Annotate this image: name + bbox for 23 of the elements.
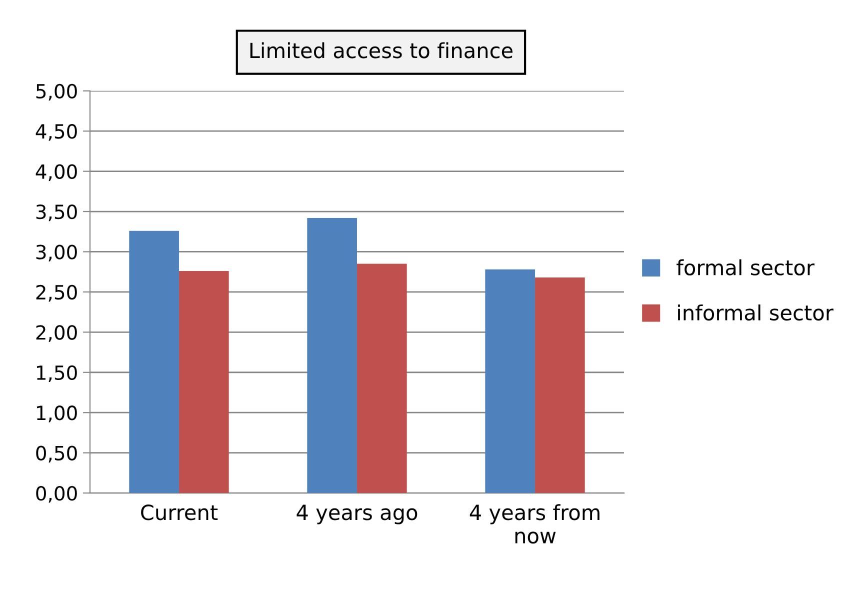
x-tick-label: Current	[141, 504, 218, 520]
y-tick-label: 3,00	[36, 244, 77, 262]
y-tick-label: 3,50	[36, 204, 77, 222]
bar	[357, 264, 407, 494]
chart-title: Limited access to finance	[250, 42, 512, 58]
y-tick-label: 4,00	[36, 164, 77, 181]
legend-label: informal sector	[678, 304, 834, 321]
y-tick-label: 2,50	[36, 284, 77, 302]
y-tick-label: 1,50	[37, 365, 77, 382]
bar	[178, 271, 229, 494]
bar	[535, 277, 585, 494]
bar	[129, 230, 179, 494]
x-tick-label: 4 years from now	[470, 504, 600, 544]
y-tick-label: 5,00	[36, 84, 77, 101]
y-tick-label: 0,00	[36, 486, 77, 503]
y-tick-label: 1,00	[37, 406, 77, 422]
x-tick-label: 4 years ago	[296, 504, 418, 524]
bar	[307, 218, 358, 494]
y-tick-label: 0,50	[36, 446, 77, 462]
y-tick-label: 4,50	[36, 124, 77, 141]
y-tick-label: 2,00	[36, 325, 77, 342]
bar	[485, 269, 536, 494]
legend-label: formal sector	[676, 259, 814, 276]
